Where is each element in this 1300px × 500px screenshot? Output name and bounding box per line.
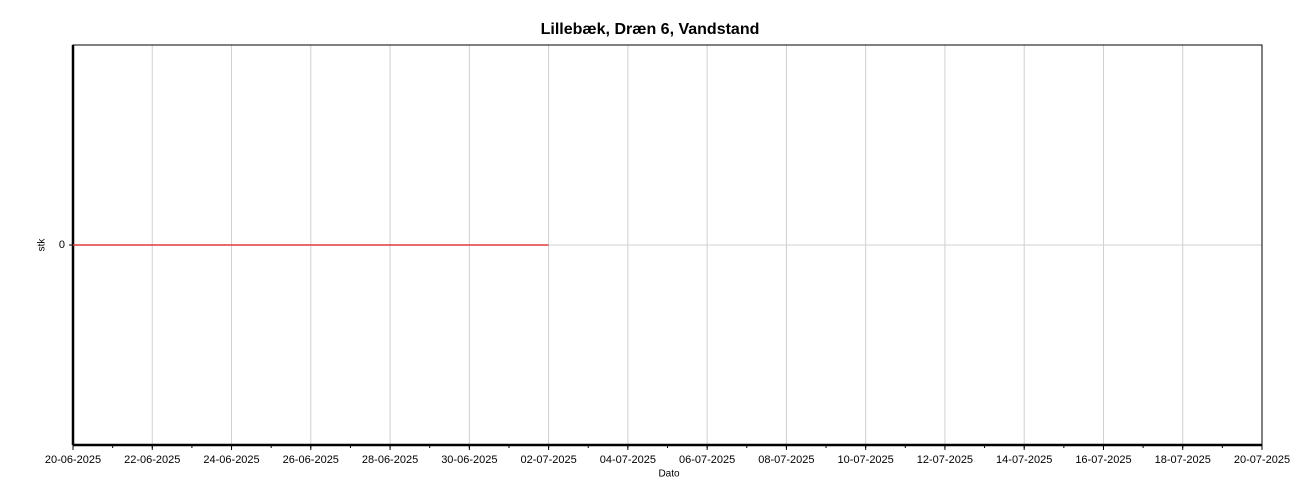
x-axis-label: Dato: [658, 469, 680, 480]
x-tick-label: 16-07-2025: [1075, 454, 1131, 466]
x-tick-label: 10-07-2025: [838, 454, 894, 466]
y-tick-label: 0: [59, 239, 65, 251]
x-tick-label: 06-07-2025: [679, 454, 735, 466]
x-tick-label: 26-06-2025: [283, 454, 339, 466]
x-tick-label: 08-07-2025: [758, 454, 814, 466]
x-tick-label: 28-06-2025: [362, 454, 418, 466]
x-tick-label: 20-07-2025: [1234, 454, 1290, 466]
x-tick-label: 12-07-2025: [917, 454, 973, 466]
x-tick-label: 04-07-2025: [600, 454, 656, 466]
y-axis-label: stk: [37, 238, 48, 252]
x-tick-label: 24-06-2025: [203, 454, 259, 466]
x-tick-label: 22-06-2025: [124, 454, 180, 466]
x-tick-label: 18-07-2025: [1155, 454, 1211, 466]
x-tick-label: 20-06-2025: [45, 454, 101, 466]
x-tick-label: 02-07-2025: [520, 454, 576, 466]
chart-title: Lillebæk, Dræn 6, Vandstand: [541, 21, 760, 38]
x-tick-label: 30-06-2025: [441, 454, 497, 466]
x-tick-label: 14-07-2025: [996, 454, 1052, 466]
